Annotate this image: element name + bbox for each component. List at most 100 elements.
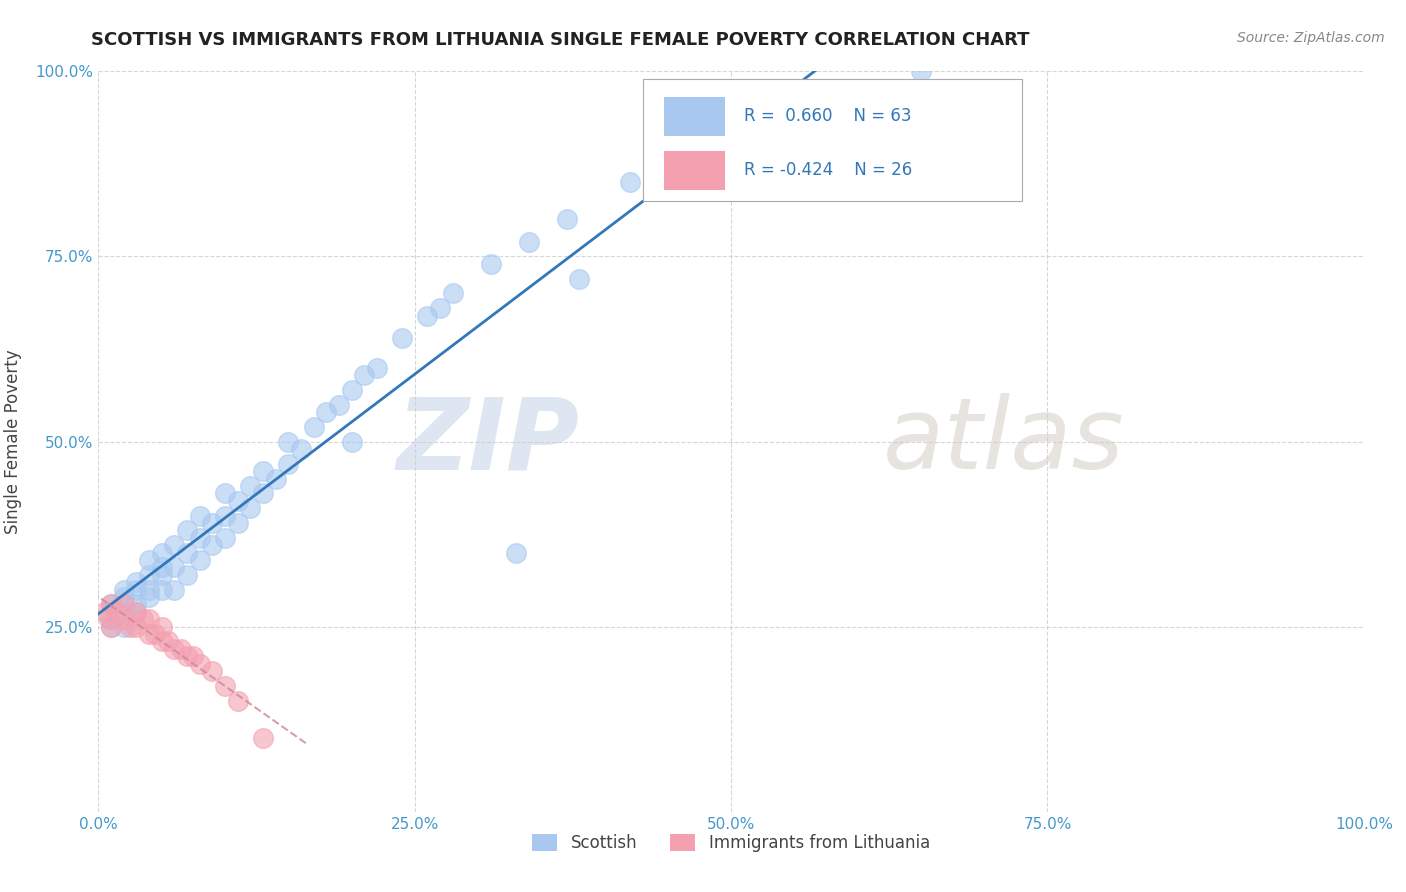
Point [125, 605, 148, 619]
Point [183, 649, 205, 664]
Y-axis label: Single Female Poverty: Single Female Poverty [4, 350, 21, 533]
Point [226, 694, 249, 708]
Point [176, 546, 198, 560]
Point [315, 405, 337, 419]
Point [302, 419, 325, 434]
Text: ZIP: ZIP [396, 393, 579, 490]
Point [214, 679, 236, 693]
Point [239, 479, 262, 493]
Point [479, 257, 502, 271]
Point [429, 301, 451, 316]
Text: SCOTTISH VS IMMIGRANTS FROM LITHUANIA SINGLE FEMALE POVERTY CORRELATION CHART: SCOTTISH VS IMMIGRANTS FROM LITHUANIA SI… [91, 31, 1029, 49]
Point [150, 619, 173, 633]
Point [188, 657, 211, 671]
Point [100, 619, 122, 633]
Point [353, 368, 375, 382]
Point [97, 612, 120, 626]
Point [112, 619, 135, 633]
Point [201, 664, 224, 678]
Point [125, 575, 148, 590]
Point [214, 531, 236, 545]
Point [100, 598, 122, 612]
Point [290, 442, 312, 456]
Point [176, 567, 198, 582]
Point [340, 434, 363, 449]
Point [252, 731, 274, 745]
Point [100, 598, 122, 612]
Point [150, 567, 173, 582]
Point [619, 175, 641, 190]
Point [163, 641, 186, 656]
Point [107, 605, 129, 619]
Point [910, 64, 932, 78]
Point [138, 627, 160, 641]
Point [176, 649, 198, 664]
Point [264, 471, 287, 485]
Point [239, 501, 262, 516]
Point [100, 612, 122, 626]
Point [328, 398, 350, 412]
Point [391, 331, 413, 345]
Point [125, 582, 148, 597]
Point [340, 383, 363, 397]
Point [277, 434, 299, 449]
Point [214, 508, 236, 523]
Point [163, 560, 186, 574]
Point [226, 516, 249, 530]
Point [416, 309, 439, 323]
Point [669, 145, 692, 160]
Point [100, 619, 122, 633]
Point [112, 590, 135, 604]
Point [188, 531, 211, 545]
Point [120, 619, 141, 633]
Point [125, 605, 148, 619]
Point [188, 508, 211, 523]
Point [176, 524, 198, 538]
Point [201, 538, 224, 552]
Point [252, 486, 274, 500]
Point [112, 598, 135, 612]
Point [150, 560, 173, 574]
Point [505, 546, 527, 560]
Point [138, 582, 160, 597]
Point [145, 627, 166, 641]
Point [169, 641, 191, 656]
Point [112, 605, 135, 619]
Point [112, 612, 135, 626]
Point [150, 582, 173, 597]
Point [125, 598, 148, 612]
Point [188, 553, 211, 567]
Text: R = -0.424    N = 26: R = -0.424 N = 26 [744, 161, 912, 178]
Point [163, 538, 186, 552]
Point [745, 116, 768, 130]
Point [252, 464, 274, 478]
Point [201, 516, 224, 530]
Point [555, 212, 578, 227]
Point [138, 590, 160, 604]
Point [214, 486, 236, 500]
Point [277, 457, 299, 471]
Point [150, 634, 173, 648]
FancyBboxPatch shape [643, 78, 1022, 201]
Point [93, 605, 117, 619]
Point [441, 286, 464, 301]
Text: atlas: atlas [883, 393, 1125, 490]
Point [157, 634, 180, 648]
Point [366, 360, 388, 375]
Point [226, 493, 249, 508]
Point [568, 271, 591, 285]
Point [150, 546, 173, 560]
Point [132, 612, 155, 626]
Point [517, 235, 540, 249]
Point [138, 553, 160, 567]
Point [112, 582, 135, 597]
Bar [664, 97, 725, 136]
Text: Source: ZipAtlas.com: Source: ZipAtlas.com [1237, 31, 1385, 45]
Legend: Scottish, Immigrants from Lithuania: Scottish, Immigrants from Lithuania [526, 828, 936, 859]
Point [138, 612, 160, 626]
Bar [664, 152, 725, 190]
Point [163, 582, 186, 597]
Point [125, 619, 148, 633]
Point [138, 567, 160, 582]
Text: R =  0.660    N = 63: R = 0.660 N = 63 [744, 107, 911, 125]
